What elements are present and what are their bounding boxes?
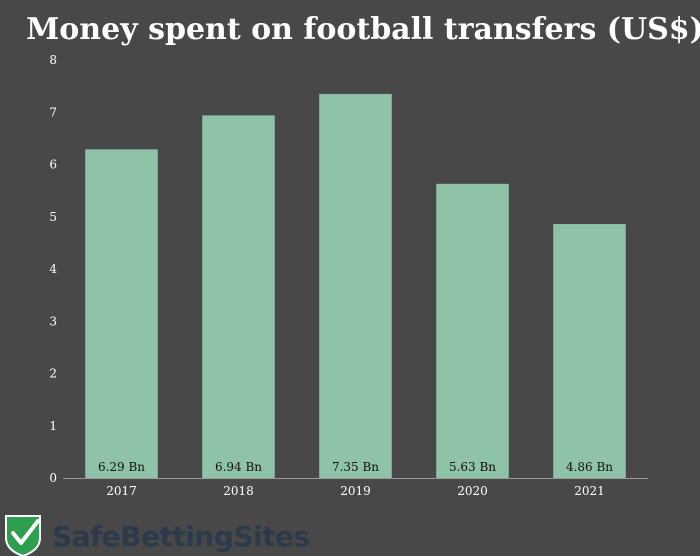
y-tick-label: 3 <box>49 314 57 328</box>
chart-title: Money spent on football transfers (US$) <box>26 12 700 47</box>
bar <box>85 149 158 478</box>
bar <box>319 93 392 479</box>
bar-series: 6.29 Bn 6.94 Bn 7.35 Bn 5.63 Bn 4.86 Bn <box>85 93 626 479</box>
bar <box>436 183 509 478</box>
y-tick-label: 6 <box>49 158 57 172</box>
x-tick-label: 2020 <box>457 484 488 498</box>
x-tick-label: 2019 <box>340 484 371 498</box>
x-axis: 2017 2018 2019 2020 2021 <box>106 484 605 498</box>
y-tick-label: 8 <box>49 53 57 67</box>
y-tick-label: 4 <box>49 262 57 276</box>
y-tick-label: 1 <box>49 419 57 433</box>
y-tick-label: 0 <box>49 471 57 485</box>
bar-data-label: 4.86 Bn <box>566 460 613 474</box>
x-tick-label: 2017 <box>106 484 137 498</box>
bar-data-label: 5.63 Bn <box>449 460 496 474</box>
shield-check-icon <box>5 515 41 556</box>
y-tick-label: 5 <box>49 210 57 224</box>
bar-data-label: 6.29 Bn <box>98 460 145 474</box>
y-tick-label: 2 <box>49 367 57 381</box>
y-axis: 0 1 2 3 4 5 6 7 8 <box>49 53 57 485</box>
brand-name: SafeBettingSites <box>52 520 310 553</box>
y-tick-label: 7 <box>49 105 57 119</box>
x-tick-label: 2021 <box>574 484 605 498</box>
bar <box>202 115 275 478</box>
bar-data-label: 6.94 Bn <box>215 460 262 474</box>
bar-data-label: 7.35 Bn <box>332 460 379 474</box>
brand-logo: SafeBettingSites <box>5 515 310 556</box>
bar <box>553 224 626 478</box>
x-tick-label: 2018 <box>223 484 254 498</box>
